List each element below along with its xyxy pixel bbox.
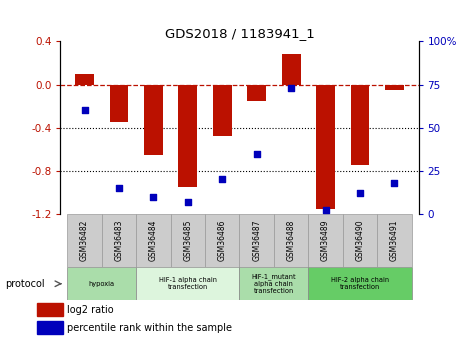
Bar xyxy=(205,214,239,267)
Point xyxy=(219,177,226,182)
Text: GSM36491: GSM36491 xyxy=(390,220,399,262)
Point xyxy=(115,185,123,191)
Bar xyxy=(274,214,308,267)
Bar xyxy=(343,214,377,267)
Text: GSM36482: GSM36482 xyxy=(80,220,89,261)
Text: percentile rank within the sample: percentile rank within the sample xyxy=(67,323,232,333)
Bar xyxy=(282,54,300,85)
Text: GSM36489: GSM36489 xyxy=(321,220,330,262)
Bar xyxy=(136,214,171,267)
Bar xyxy=(37,321,63,334)
Point xyxy=(81,108,88,113)
Text: GSM36485: GSM36485 xyxy=(183,220,193,262)
Text: GSM36484: GSM36484 xyxy=(149,220,158,262)
Bar xyxy=(67,267,136,300)
Bar xyxy=(247,85,266,101)
Text: GSM36483: GSM36483 xyxy=(114,220,124,262)
Bar xyxy=(308,214,343,267)
Text: HIF-1 alpha chain
transfection: HIF-1 alpha chain transfection xyxy=(159,277,217,290)
Bar xyxy=(179,85,197,187)
Text: HIF-2 alpha chain
transfection: HIF-2 alpha chain transfection xyxy=(331,277,389,290)
Bar xyxy=(144,85,163,155)
Text: GSM36487: GSM36487 xyxy=(252,220,261,262)
Bar xyxy=(239,214,274,267)
Text: hypoxia: hypoxia xyxy=(89,281,115,287)
Bar xyxy=(308,267,412,300)
Title: GDS2018 / 1183941_1: GDS2018 / 1183941_1 xyxy=(165,27,314,40)
Bar xyxy=(67,214,102,267)
Bar xyxy=(110,85,128,122)
Point xyxy=(287,85,295,91)
Point xyxy=(253,151,260,156)
Point xyxy=(356,190,364,196)
Text: GSM36490: GSM36490 xyxy=(355,220,365,262)
Text: HIF-1_mutant
alpha chain
transfection: HIF-1_mutant alpha chain transfection xyxy=(252,273,296,294)
Bar xyxy=(316,85,335,208)
Bar xyxy=(377,214,412,267)
Text: log2 ratio: log2 ratio xyxy=(67,305,114,315)
Point xyxy=(322,208,329,213)
Bar xyxy=(213,85,232,136)
Bar xyxy=(171,214,205,267)
Bar xyxy=(239,267,308,300)
Bar xyxy=(385,85,404,90)
Text: protocol: protocol xyxy=(5,279,44,289)
Point xyxy=(391,180,398,186)
Bar xyxy=(75,74,94,85)
Point xyxy=(184,199,192,205)
Text: GSM36488: GSM36488 xyxy=(286,220,296,261)
Text: GSM36486: GSM36486 xyxy=(218,220,227,262)
Bar xyxy=(136,267,239,300)
Bar xyxy=(102,214,136,267)
Bar xyxy=(351,85,369,165)
Point xyxy=(150,194,157,199)
Bar xyxy=(37,303,63,316)
